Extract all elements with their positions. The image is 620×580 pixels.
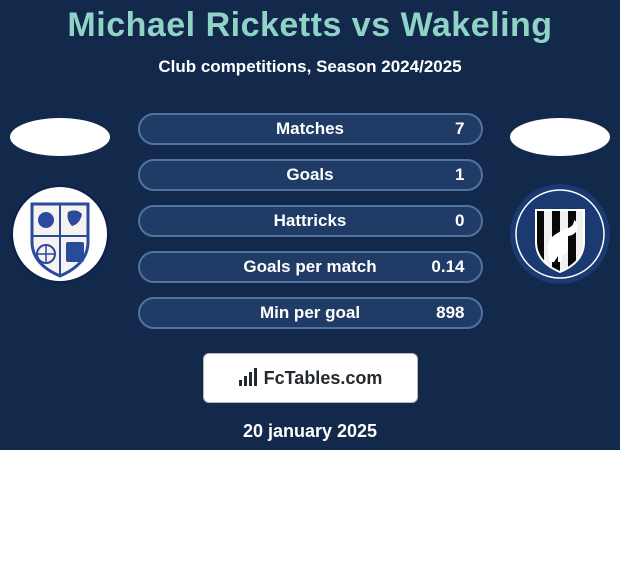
stat-row-matches: Matches 7	[138, 113, 483, 145]
stats-table: Matches 7 Goals 1 Hattricks 0 Goals per …	[138, 113, 483, 329]
season-subtitle: Club competitions, Season 2024/2025	[158, 57, 461, 77]
stat-label: Goals	[286, 165, 333, 185]
gillingham-crest-icon	[510, 184, 610, 284]
stat-label: Matches	[276, 119, 344, 139]
comparison-card: Michael Ricketts vs Wakeling Club compet…	[0, 0, 620, 450]
stat-label: Hattricks	[274, 211, 347, 231]
stat-label: Min per goal	[260, 303, 360, 323]
player-right-avatar	[510, 118, 610, 156]
stat-value: 1	[455, 165, 464, 185]
stat-row-goals: Goals 1	[138, 159, 483, 191]
brand-label: FcTables.com	[264, 368, 383, 389]
player-left-avatar	[10, 118, 110, 156]
stat-value: 898	[436, 303, 464, 323]
club-badge-right	[510, 184, 610, 284]
stat-row-gpm: Goals per match 0.14	[138, 251, 483, 283]
snapshot-date: 20 january 2025	[243, 421, 377, 442]
club-badge-left	[10, 184, 110, 284]
stat-row-mpg: Min per goal 898	[138, 297, 483, 329]
brand-box[interactable]: FcTables.com	[203, 353, 418, 403]
stat-label: Goals per match	[243, 257, 376, 277]
page-title: Michael Ricketts vs Wakeling	[67, 0, 552, 45]
stat-value: 0.14	[431, 257, 464, 277]
tranmere-crest-icon	[10, 184, 110, 284]
stat-row-hattricks: Hattricks 0	[138, 205, 483, 237]
bars-icon	[238, 368, 258, 388]
player-right-column	[510, 118, 610, 284]
stat-value: 7	[455, 119, 464, 139]
player-left-column	[10, 118, 110, 284]
stat-value: 0	[455, 211, 464, 231]
